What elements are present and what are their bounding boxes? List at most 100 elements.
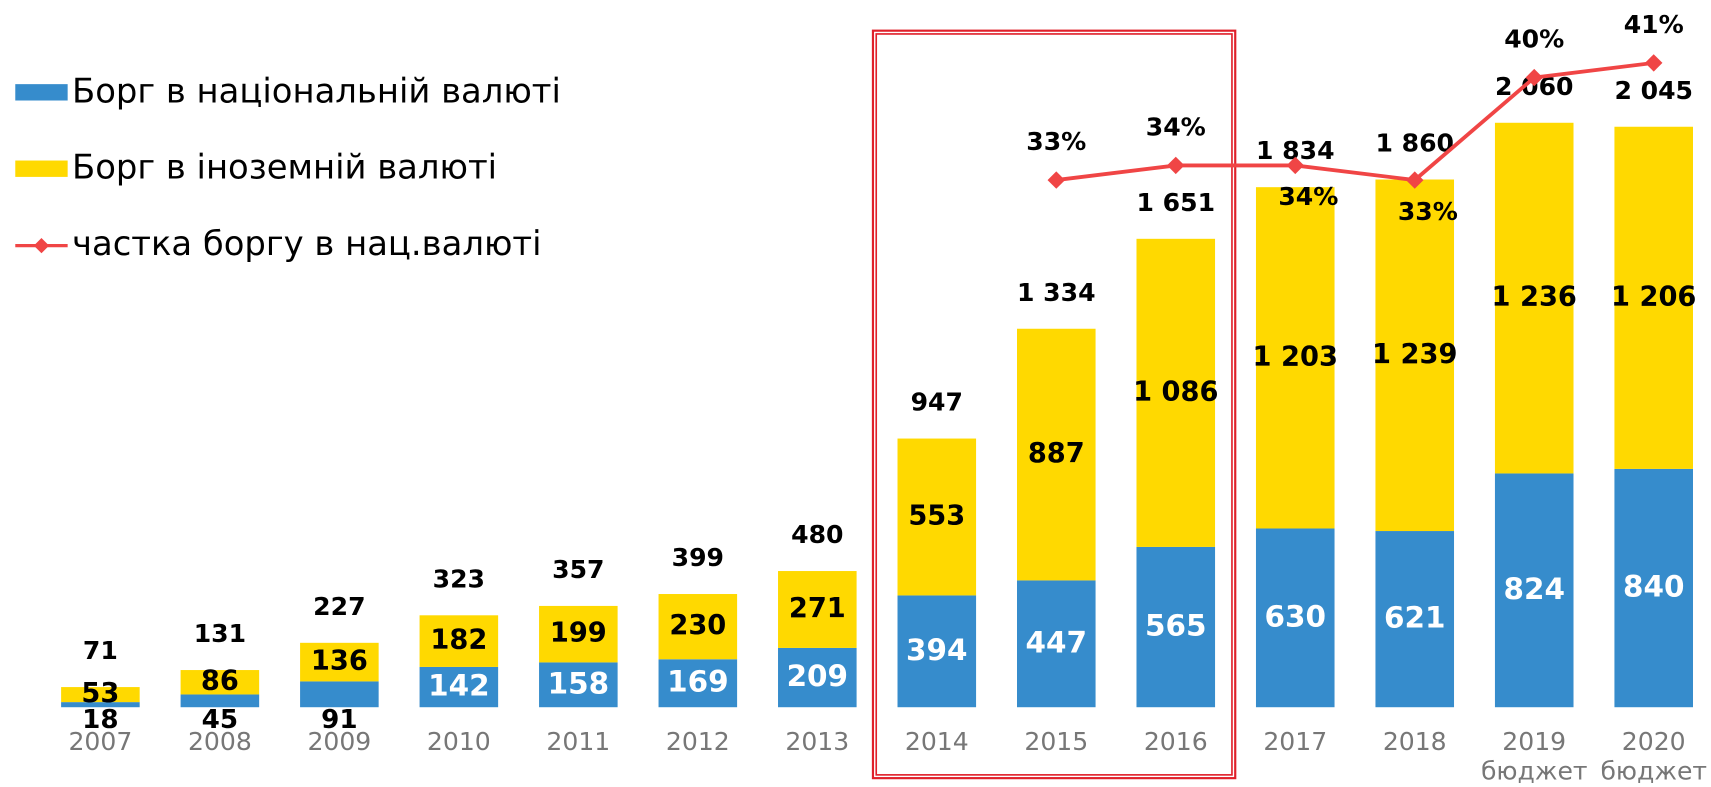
- share-marker: [1644, 54, 1663, 72]
- bar-foreign: [61, 687, 140, 703]
- bar-national: [419, 666, 499, 708]
- value-label-national: 630: [1265, 599, 1326, 633]
- value-label-foreign: 1 203: [1253, 341, 1338, 372]
- x-tick-label: 2017: [1263, 727, 1327, 756]
- bar-foreign: [658, 594, 738, 660]
- share-label: 40%: [1504, 24, 1564, 53]
- bar-foreign: [1494, 122, 1574, 474]
- total-label: 1 860: [1375, 129, 1454, 158]
- value-label-national: 840: [1623, 570, 1684, 604]
- value-label-national: 565: [1145, 609, 1206, 643]
- value-label-national: 158: [548, 666, 609, 700]
- total-label: 1 334: [1017, 278, 1096, 307]
- total-label: 323: [433, 565, 485, 594]
- bar-foreign: [778, 571, 857, 648]
- total-label: 71: [83, 636, 118, 665]
- bar-national: [1614, 468, 1693, 708]
- share-label: 34%: [1278, 182, 1338, 211]
- bar-national: [1136, 546, 1216, 708]
- share-line: [1056, 61, 1654, 183]
- x-tick-label: 2019: [1502, 727, 1566, 756]
- bar-foreign: [419, 615, 499, 667]
- bar-foreign: [897, 438, 977, 596]
- share-label: 33%: [1026, 127, 1086, 156]
- bar-national: [1016, 580, 1096, 708]
- value-label-national: 142: [428, 669, 489, 703]
- value-label-national: 824: [1503, 572, 1564, 606]
- share-marker: [1047, 171, 1066, 189]
- value-label-national: 394: [906, 633, 967, 667]
- legend: Борг в національній валюті Борг в інозем…: [15, 71, 561, 263]
- share-marker: [1525, 68, 1543, 87]
- bar-national: [897, 595, 977, 708]
- share-label: 33%: [1398, 197, 1458, 226]
- value-label-national: 91: [321, 705, 357, 735]
- legend-label: частка боргу в нац.валюті: [72, 224, 541, 263]
- x-tick-sublabel: бюджет: [1600, 757, 1707, 786]
- value-label-national: 209: [787, 659, 848, 693]
- total-label: 227: [313, 592, 365, 621]
- total-label: 399: [672, 543, 724, 572]
- value-label-foreign: 86: [201, 666, 239, 697]
- x-tick-label: 2010: [427, 727, 491, 756]
- value-label-foreign: 553: [908, 500, 965, 531]
- x-tick-label: 2009: [307, 727, 371, 756]
- value-label-foreign: 182: [430, 625, 487, 656]
- bar-foreign: [300, 642, 379, 682]
- value-label-national: 18: [82, 705, 118, 735]
- legend-swatch: [15, 160, 68, 177]
- x-tick-sublabel: бюджет: [1481, 757, 1588, 786]
- legend-label: Борг в іноземній валюті: [72, 148, 497, 187]
- bar-national: [300, 681, 379, 708]
- value-label-foreign: 1 236: [1492, 282, 1577, 313]
- total-label: 131: [194, 619, 246, 648]
- bar-national: [61, 702, 140, 708]
- value-label-foreign: 1 239: [1372, 339, 1457, 370]
- value-label-national: 169: [667, 665, 728, 699]
- x-tick-label: 2016: [1144, 727, 1208, 756]
- total-label: 947: [911, 388, 963, 417]
- highlight-frame-inner: [875, 33, 1233, 776]
- bar-foreign: [1375, 179, 1455, 532]
- total-label: 357: [552, 555, 604, 584]
- share-label: 41%: [1624, 10, 1684, 39]
- value-label-foreign: 230: [669, 610, 726, 641]
- value-label-national: 447: [1026, 625, 1087, 659]
- value-label-foreign: 136: [311, 646, 368, 677]
- bar-foreign: [1255, 187, 1335, 529]
- x-tick-label: 2012: [666, 727, 730, 756]
- bar-national: [1494, 473, 1574, 708]
- highlight-frame: [871, 29, 1237, 780]
- value-label-national: 45: [202, 705, 238, 735]
- bar-foreign: [1136, 238, 1216, 547]
- x-tick-label: 2008: [188, 727, 252, 756]
- value-label-foreign: 53: [81, 678, 119, 709]
- bar-foreign: [1614, 126, 1693, 469]
- x-tick-label: 2007: [68, 727, 132, 756]
- bar-national: [539, 662, 618, 708]
- value-label-foreign: 199: [550, 618, 607, 649]
- bar-national: [778, 647, 857, 708]
- x-tick-label: 2020: [1622, 727, 1686, 756]
- bar-foreign: [1016, 328, 1096, 581]
- x-tick-label: 2015: [1024, 727, 1088, 756]
- bar-national: [1255, 528, 1335, 708]
- value-label-foreign: 1 206: [1611, 281, 1696, 312]
- bar-national: [1375, 531, 1455, 708]
- value-label-foreign: 271: [789, 593, 846, 624]
- bar-foreign: [539, 605, 618, 663]
- value-label-national: 621: [1384, 601, 1445, 635]
- value-label-foreign: 1 086: [1133, 376, 1218, 407]
- legend-swatch: [15, 84, 68, 101]
- bar-national: [180, 694, 260, 708]
- bar-national: [658, 659, 738, 708]
- share-marker: [1167, 156, 1185, 175]
- bar-foreign: [180, 670, 260, 695]
- x-tick-label: 2018: [1383, 727, 1447, 756]
- total-label: 480: [791, 520, 843, 549]
- share-label: 34%: [1146, 112, 1206, 141]
- legend-marker: [33, 238, 50, 254]
- legend-label: Борг в національній валюті: [72, 71, 561, 110]
- total-label: 1 651: [1137, 188, 1216, 217]
